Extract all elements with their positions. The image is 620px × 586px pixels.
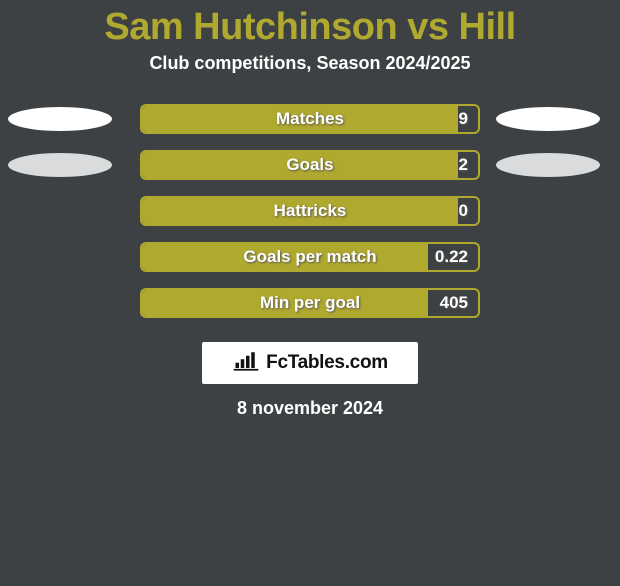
player-left-marker: [8, 153, 112, 177]
stat-row: Goals per match 0.22: [0, 242, 620, 272]
stat-label: Min per goal: [260, 290, 360, 316]
stat-bar: Goals 2: [140, 150, 480, 180]
stat-value: 2: [459, 152, 468, 178]
stat-value: 0.22: [435, 244, 468, 270]
subtitle: Club competitions, Season 2024/2025: [0, 53, 620, 74]
stat-value: 405: [440, 290, 468, 316]
player-left-marker: [8, 107, 112, 131]
stat-row: Min per goal 405: [0, 288, 620, 318]
stat-row: Hattricks 0: [0, 196, 620, 226]
stat-label: Hattricks: [274, 198, 347, 224]
stat-label: Goals per match: [243, 244, 376, 270]
stat-value: 9: [459, 106, 468, 132]
stat-row: Goals 2: [0, 150, 620, 180]
stat-bar: Min per goal 405: [140, 288, 480, 318]
stat-bar: Goals per match 0.22: [140, 242, 480, 272]
page-title: Sam Hutchinson vs Hill: [0, 6, 620, 49]
branding-text: FcTables.com: [266, 352, 388, 374]
date-label: 8 november 2024: [0, 398, 620, 419]
player-right-marker: [496, 153, 600, 177]
stats-container: Matches 9 Goals 2 Hattricks 0 Goals per match 0…: [0, 104, 620, 318]
stat-bar: Hattricks 0: [140, 196, 480, 226]
stat-row: Matches 9: [0, 104, 620, 134]
branding-badge[interactable]: FcTables.com: [202, 342, 418, 384]
stat-value: 0: [459, 198, 468, 224]
stat-label: Goals: [286, 152, 333, 178]
bar-chart-icon: [232, 350, 260, 377]
stat-bar: Matches 9: [140, 104, 480, 134]
player-right-marker: [496, 107, 600, 131]
stat-label: Matches: [276, 106, 344, 132]
